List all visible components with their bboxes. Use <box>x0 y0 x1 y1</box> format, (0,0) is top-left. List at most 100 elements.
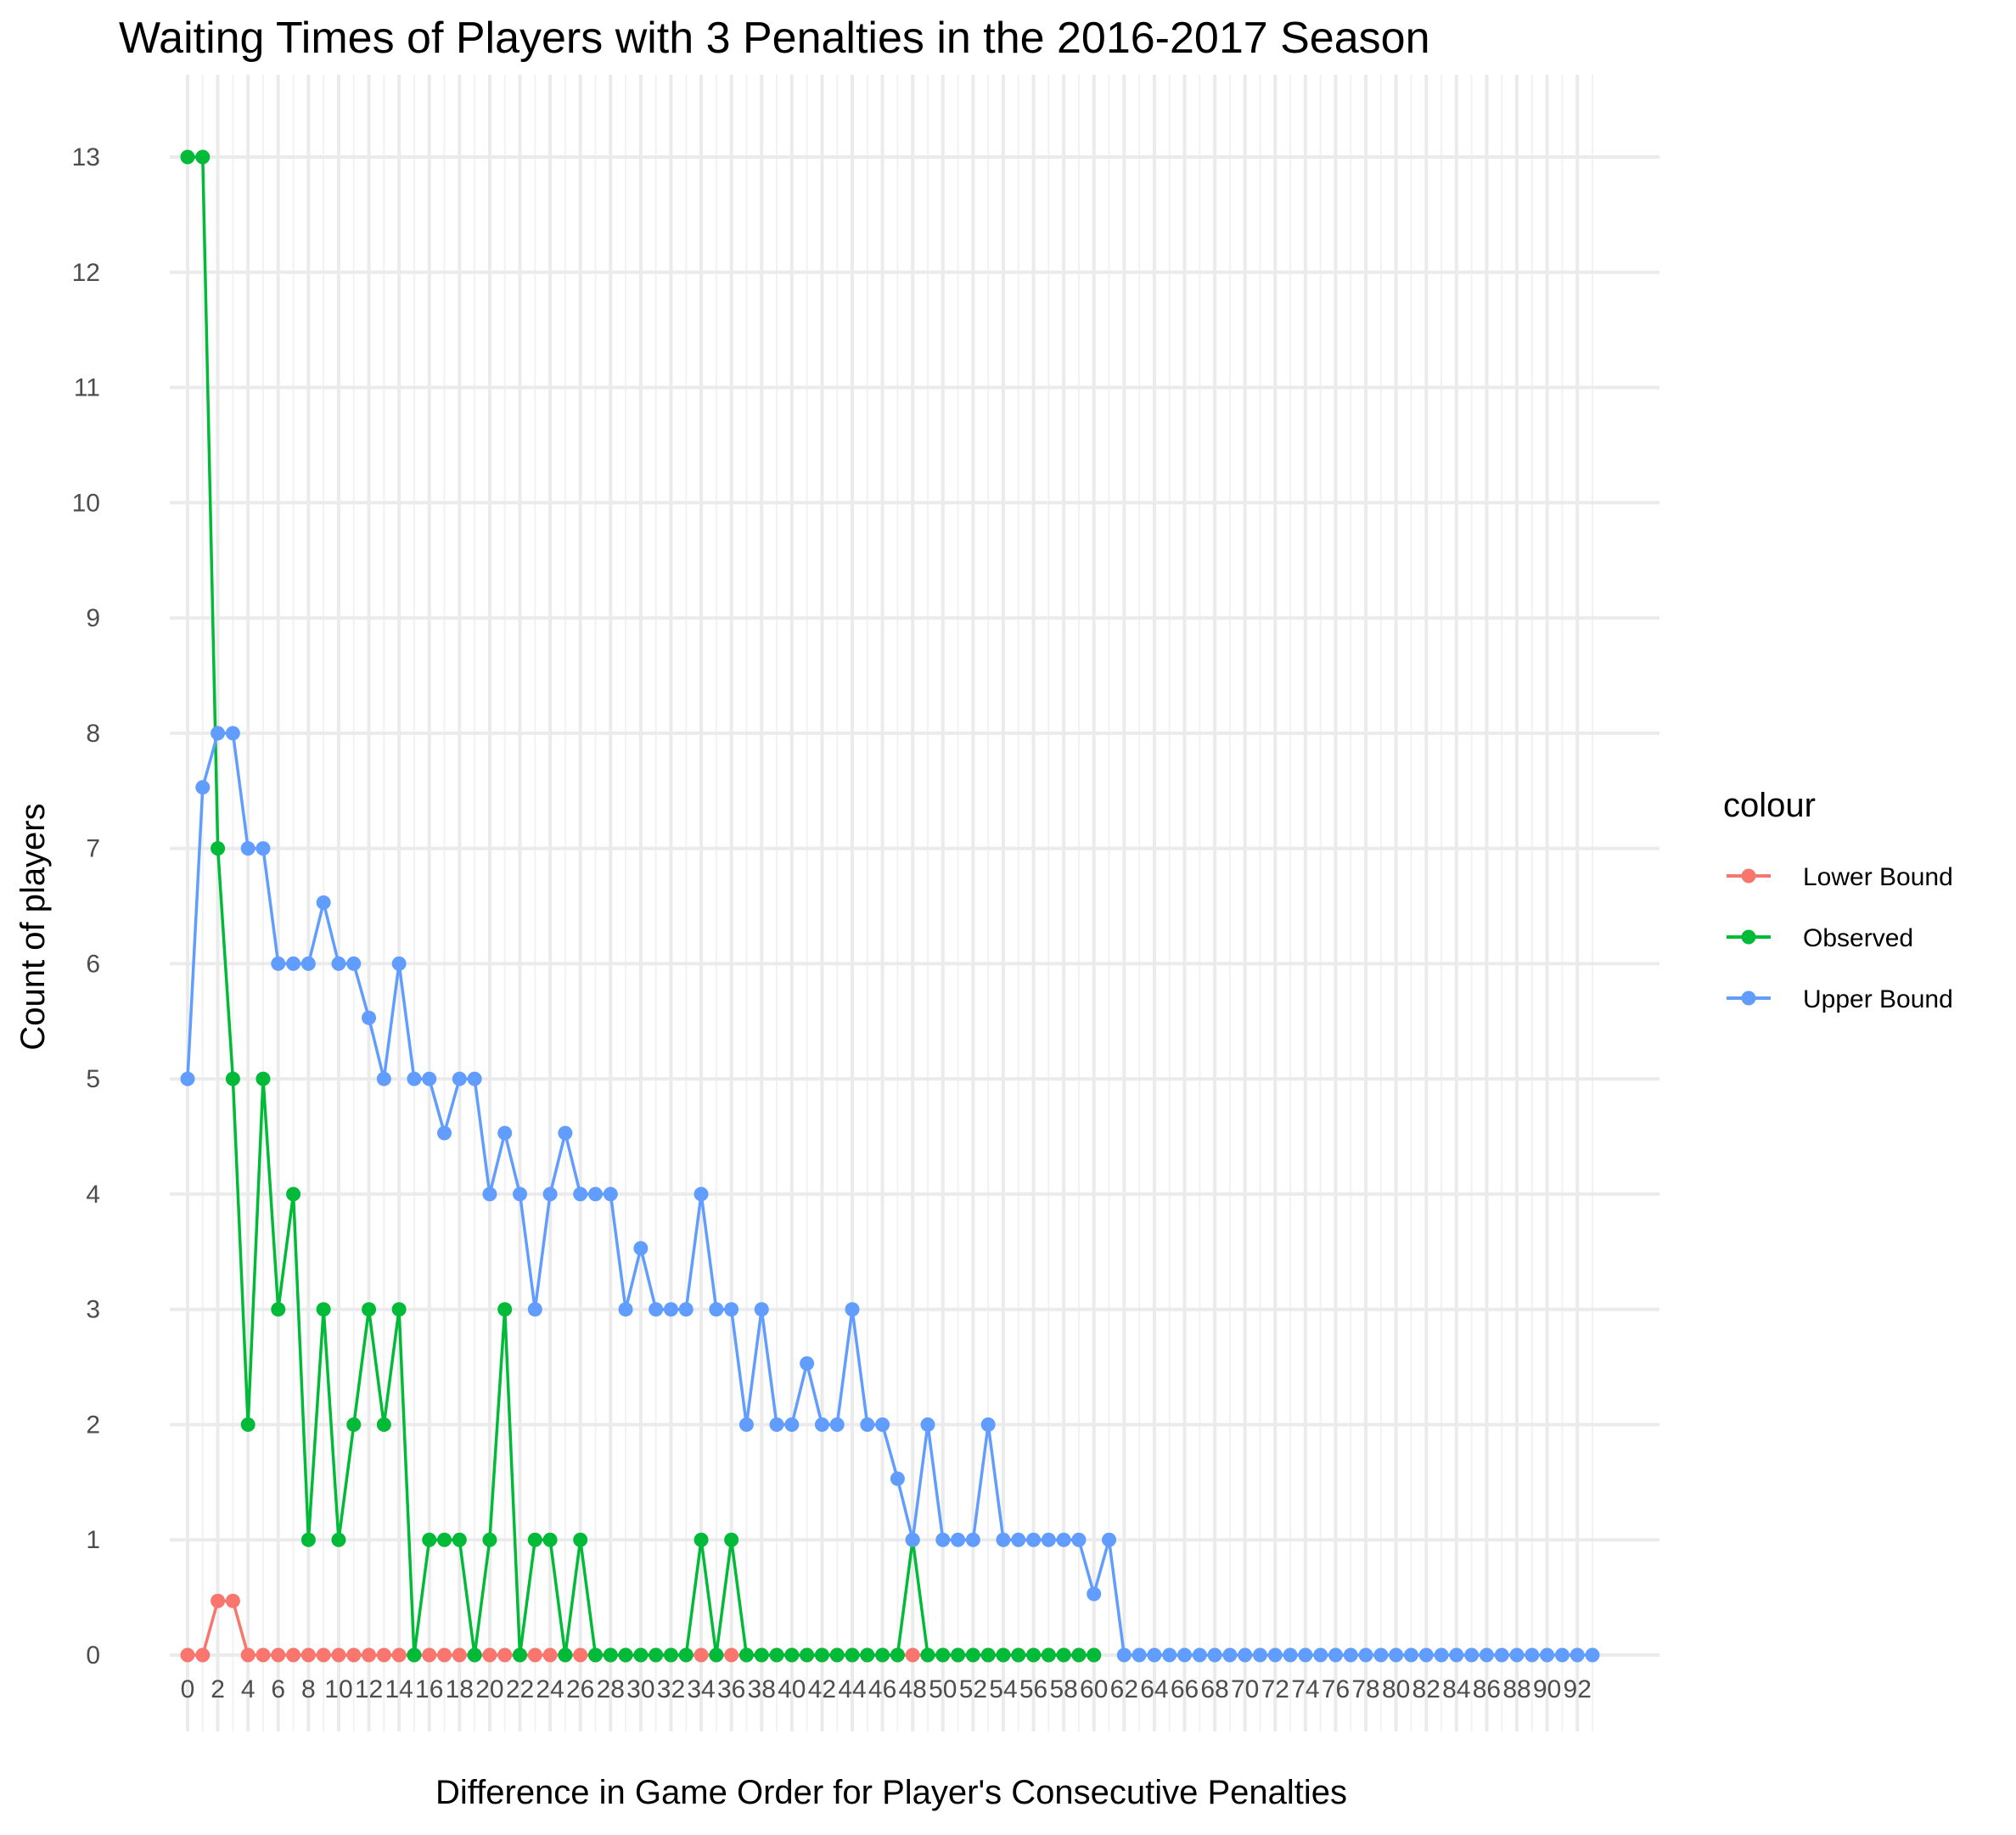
data-point <box>829 1647 845 1663</box>
data-point <box>769 1417 784 1432</box>
data-point <box>376 1647 391 1663</box>
data-point <box>603 1187 618 1202</box>
data-point <box>346 1647 362 1663</box>
legend-item: Observed <box>1727 924 1913 952</box>
y-tick-label: 1 <box>86 1526 100 1554</box>
data-point <box>890 1471 905 1486</box>
data-point <box>905 1532 920 1547</box>
data-point <box>1132 1647 1147 1663</box>
y-tick-label: 6 <box>86 950 100 978</box>
data-point <box>391 1647 407 1663</box>
data-point <box>709 1302 724 1317</box>
data-point <box>1313 1647 1328 1663</box>
y-tick-label: 2 <box>86 1411 100 1439</box>
data-point <box>633 1647 649 1663</box>
data-point <box>362 1647 377 1663</box>
data-point <box>497 1125 513 1141</box>
data-point <box>1525 1647 1540 1663</box>
data-point <box>1267 1647 1283 1663</box>
data-point <box>603 1647 618 1663</box>
x-tick-label: 56 <box>1019 1675 1047 1703</box>
data-point <box>513 1647 528 1663</box>
data-point <box>316 1302 331 1317</box>
data-point <box>1041 1532 1056 1547</box>
x-tick-label: 58 <box>1049 1675 1077 1703</box>
legend-key-point <box>1741 868 1756 884</box>
x-tick-label: 34 <box>687 1675 715 1703</box>
x-tick-label: 42 <box>808 1675 836 1703</box>
data-point <box>663 1302 678 1317</box>
x-tick-label: 18 <box>446 1675 474 1703</box>
y-tick-label: 12 <box>72 259 100 287</box>
data-point <box>633 1241 649 1256</box>
legend: colour Lower Bound Observed Upper Bound <box>1723 787 1953 1013</box>
x-tick-label: 72 <box>1261 1675 1289 1703</box>
x-tick-label: 84 <box>1442 1675 1470 1703</box>
data-point <box>542 1187 558 1202</box>
data-point <box>331 1532 346 1547</box>
data-point <box>724 1302 739 1317</box>
data-point <box>920 1417 935 1432</box>
y-tick-label: 5 <box>86 1065 100 1093</box>
data-point <box>587 1187 603 1202</box>
data-point <box>694 1647 709 1663</box>
data-point <box>467 1071 482 1086</box>
data-point <box>573 1532 588 1547</box>
data-point <box>527 1302 542 1317</box>
x-tick-label: 48 <box>899 1675 927 1703</box>
data-point <box>558 1125 573 1141</box>
y-axis-title: Count of players <box>14 803 52 1050</box>
legend-label: Lower Bound <box>1803 863 1953 891</box>
data-point <box>467 1647 482 1663</box>
legend-key-point <box>1741 990 1756 1006</box>
series-upper-bound <box>180 726 1600 1663</box>
data-point <box>422 1647 437 1663</box>
data-point <box>300 956 316 971</box>
x-tick-label: 60 <box>1080 1675 1108 1703</box>
data-point <box>225 726 240 741</box>
data-point <box>1540 1647 1555 1663</box>
data-point <box>271 956 286 971</box>
data-point <box>1343 1647 1358 1663</box>
series-observed <box>180 149 1102 1663</box>
data-point <box>738 1417 754 1432</box>
data-point <box>1162 1647 1177 1663</box>
y-tick-label: 7 <box>86 835 100 863</box>
data-point <box>316 1647 331 1663</box>
data-point <box>300 1532 316 1547</box>
data-point <box>860 1647 875 1663</box>
grid <box>170 75 1659 1731</box>
data-point <box>1554 1647 1570 1663</box>
data-point <box>754 1302 769 1317</box>
data-point <box>890 1647 905 1663</box>
x-tick-label: 38 <box>748 1675 776 1703</box>
data-point <box>573 1647 588 1663</box>
data-point <box>225 1071 240 1086</box>
x-tick-label: 8 <box>301 1675 316 1703</box>
data-point <box>286 1647 301 1663</box>
data-point <box>331 956 346 971</box>
data-point <box>1464 1647 1480 1663</box>
data-point <box>256 1071 271 1086</box>
data-point <box>951 1647 966 1663</box>
data-point <box>1011 1532 1026 1547</box>
data-point <box>362 1302 377 1317</box>
data-point <box>845 1647 860 1663</box>
data-point <box>573 1187 588 1202</box>
data-point <box>694 1187 709 1202</box>
data-point <box>286 1187 301 1202</box>
data-point <box>527 1647 542 1663</box>
x-tick-label: 16 <box>415 1675 443 1703</box>
data-point <box>724 1647 739 1663</box>
data-point <box>542 1647 558 1663</box>
x-tick-label: 88 <box>1502 1675 1530 1703</box>
x-tick-label: 40 <box>778 1675 806 1703</box>
legend-title: colour <box>1723 787 1816 824</box>
data-point <box>800 1356 815 1372</box>
data-point <box>618 1647 633 1663</box>
data-point <box>482 1532 497 1547</box>
series-layer <box>180 149 1600 1663</box>
data-point <box>407 1647 422 1663</box>
data-point <box>391 956 407 971</box>
